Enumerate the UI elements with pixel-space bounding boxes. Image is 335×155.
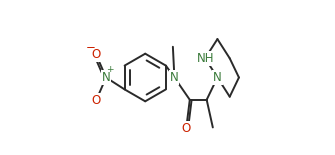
Text: N: N xyxy=(213,71,222,84)
Text: O: O xyxy=(91,48,101,61)
Text: NH: NH xyxy=(196,52,214,65)
Text: +: + xyxy=(106,64,114,74)
Text: O: O xyxy=(182,122,191,135)
Text: N: N xyxy=(102,71,111,84)
Text: N: N xyxy=(170,71,179,84)
Text: −: − xyxy=(85,41,95,54)
Text: O: O xyxy=(91,94,101,107)
